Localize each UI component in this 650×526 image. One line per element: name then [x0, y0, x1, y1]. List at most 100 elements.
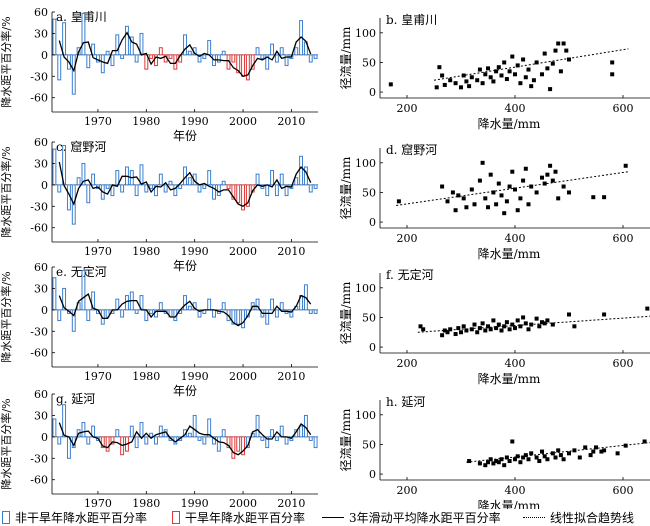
panel-5-point	[440, 333, 445, 338]
panel-6-x-tick-label: 2000	[229, 497, 257, 509]
panel-3-point	[550, 178, 555, 183]
panel-7-point	[486, 460, 490, 465]
panel-4-bar	[71, 309, 76, 332]
panel-4-bar	[187, 305, 192, 311]
panel-5-point	[572, 324, 577, 329]
panel-7-point	[523, 453, 528, 458]
panel-4-bar	[255, 298, 260, 311]
panel-5-point	[542, 321, 547, 326]
panel-5-trend-line	[417, 315, 650, 333]
panel-2-y-tick-label: 30	[34, 157, 48, 170]
panel-2-bar	[216, 184, 221, 197]
panel-2-bar	[134, 184, 139, 197]
panel-5-x-label: 降水量/mm	[478, 372, 541, 386]
panel-5-point	[504, 320, 509, 325]
panel-1-point	[610, 60, 615, 65]
panel-4-x-tick-label: 1990	[181, 370, 209, 383]
panel-6-y-tick-label: -30	[30, 452, 48, 465]
panel-5-x-tick-label: 200	[397, 357, 418, 370]
panel-0-x-tick-label: 1980	[132, 115, 160, 128]
panel-6-x-tick-label: 1970	[84, 497, 112, 509]
panel-7-point	[556, 448, 561, 453]
panel-0-x-tick-label: 1970	[84, 115, 112, 128]
panel-7-y-label: 径流量/mm	[339, 408, 353, 471]
panel-5-point	[472, 322, 477, 327]
panel-6-bar	[274, 436, 279, 441]
panel-3-point	[453, 208, 458, 213]
panel-0-bar	[95, 54, 100, 63]
panel-4-bar	[149, 309, 154, 314]
panel-4-y-label: 降水距平百分率/%	[0, 271, 13, 362]
panel-4-bar	[158, 302, 163, 311]
panel-1-point	[469, 75, 474, 80]
panel-7-point	[567, 451, 571, 456]
panel-2-bar	[284, 184, 289, 197]
panel-5-point	[534, 316, 539, 321]
panel-2-bar	[168, 180, 173, 186]
panel-3-point	[623, 163, 628, 168]
panel-2-bar	[245, 184, 250, 207]
panel-3-point	[513, 187, 517, 192]
panel-4-bar	[125, 295, 129, 311]
panel-5-y-label: 径流量/mm	[339, 281, 353, 344]
panel-3-point	[526, 202, 531, 207]
panel-2-x-tick-label: 1980	[132, 245, 160, 258]
panel-6-bar	[260, 436, 265, 441]
panel-0-y-tick-label: -60	[30, 92, 48, 105]
panel-0-bar	[66, 54, 71, 70]
panel-3-point	[491, 190, 496, 195]
panel-3-point	[496, 181, 501, 186]
panel-1-point	[515, 63, 520, 68]
panel-7-point	[583, 445, 588, 450]
panel-5-point	[502, 324, 507, 329]
panel-6-bar	[129, 425, 134, 438]
panel-6-bar	[149, 432, 154, 438]
panel-1-point	[521, 57, 526, 62]
panel-7-point	[561, 457, 566, 462]
panel-0-bar	[216, 54, 221, 63]
panel-1-point	[542, 51, 547, 56]
panel-6-x-tick-label: 1980	[132, 497, 160, 509]
panel-3-point	[567, 190, 571, 195]
panel-6-bar	[134, 436, 139, 449]
panel-6-bar	[192, 414, 197, 438]
legend-item-non-drought: 非干旱年降水距平百分率	[2, 509, 147, 526]
panel-5-point	[464, 328, 469, 333]
panel-7-x-label: 降水量/mm	[478, 499, 541, 509]
panel-0-y-tick-label: 0	[41, 49, 48, 62]
panel-0-x-tick-label: 2000	[229, 115, 257, 128]
panel-1-y-tick-label: 100	[355, 27, 376, 40]
panel-1-point	[483, 72, 488, 77]
panel-1-point	[518, 81, 523, 86]
panel-2-bar	[187, 177, 192, 186]
panel-6-bar	[231, 436, 236, 459]
panel-6-bar	[95, 436, 100, 441]
panel-7-point	[642, 439, 647, 444]
panel-3-point	[529, 184, 534, 189]
panel-7-point	[537, 459, 542, 464]
panel-7-point	[515, 454, 520, 459]
panel-2-bar	[105, 184, 110, 189]
panel-4-bar	[270, 298, 275, 311]
legend-item-moving: 3年滑动平均降水距平百分率	[322, 509, 501, 526]
panel-7-point	[494, 459, 499, 464]
panel-1-y-label: 径流量/mm	[339, 26, 353, 89]
panel-1-y-tick-label: 0	[369, 86, 376, 99]
panel-1-point	[558, 69, 563, 74]
panel-3-point	[499, 193, 504, 198]
panel-2-bar	[260, 184, 265, 189]
panel-3-point	[461, 196, 466, 201]
panel-5-y-tick-label: 100	[355, 282, 376, 295]
panel-0-bar	[129, 36, 134, 56]
panel-2-x-tick-label: 2000	[229, 245, 257, 258]
panel-0-bar	[158, 47, 163, 56]
panel-1-point	[477, 67, 482, 72]
panel-4-bar	[207, 298, 212, 311]
panel-5-point	[537, 324, 542, 329]
panel-2-bar	[71, 184, 76, 225]
panel-3-trend-line	[396, 171, 629, 206]
panel-4-y-tick-label: 0	[41, 304, 48, 317]
panel-0-x-tick-label: 2010	[277, 115, 305, 128]
panel-5-point	[456, 326, 461, 331]
panel-1-point	[564, 48, 569, 53]
